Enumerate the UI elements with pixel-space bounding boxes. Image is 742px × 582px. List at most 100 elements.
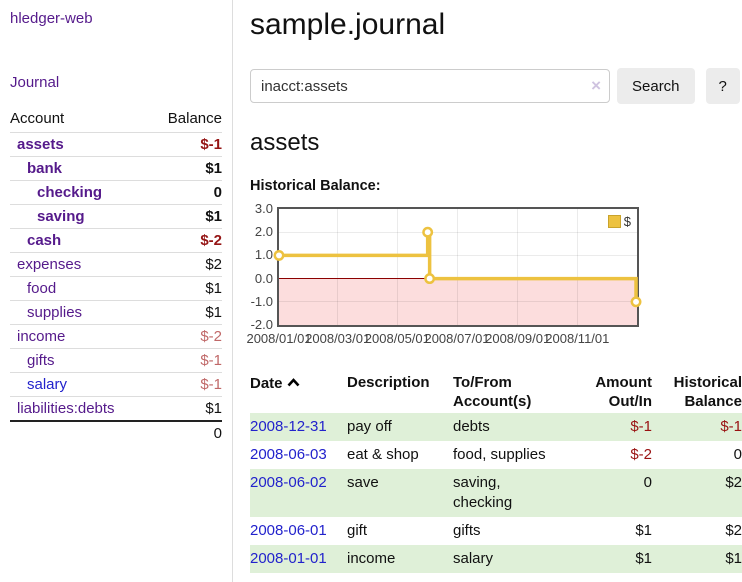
transaction-balance: $2 bbox=[725, 522, 742, 539]
account-heading: assets bbox=[250, 129, 320, 156]
account-row: liabilities:debts $1 bbox=[10, 396, 222, 421]
account-row: cash $-2 bbox=[10, 228, 222, 253]
chart-plot-area: $ bbox=[273, 207, 642, 327]
sidebar: hledger-web Journal Account Balance asse… bbox=[0, 0, 233, 582]
account-row: expenses $2 bbox=[10, 252, 222, 277]
sidebar-account-link[interactable]: assets bbox=[17, 136, 64, 153]
sidebar-account-link[interactable]: income bbox=[17, 328, 66, 345]
register-header-amount: Amount Out/In bbox=[595, 374, 652, 410]
accounts-header-balance: Balance bbox=[167, 110, 222, 127]
register-header-balance: Historical Balance bbox=[673, 374, 742, 410]
gridline bbox=[576, 209, 578, 325]
transaction-description: gift bbox=[347, 522, 368, 539]
chart-legend: $ bbox=[607, 214, 631, 229]
y-axis-tick-label: 1.0 bbox=[254, 247, 273, 263]
accounts-total-row: 0 bbox=[10, 420, 222, 445]
transaction-date-link[interactable]: 2008-12-31 bbox=[250, 418, 327, 435]
sidebar-account-link[interactable]: liabilities:debts bbox=[17, 400, 115, 417]
transaction-accounts: debts bbox=[453, 418, 490, 435]
sidebar-account-link[interactable]: bank bbox=[27, 160, 63, 177]
sidebar-account-link[interactable]: cash bbox=[27, 232, 62, 249]
transaction-balance: $2 bbox=[725, 474, 742, 491]
x-axis-tick-label: 2008/01/01 bbox=[246, 331, 312, 346]
account-balance: $2 bbox=[205, 256, 222, 273]
transaction-balance: 0 bbox=[733, 446, 742, 463]
x-axis-tick-label: 2008/03/01 bbox=[305, 331, 371, 346]
transaction-date-link[interactable]: 2008-06-03 bbox=[250, 446, 327, 463]
search-input[interactable] bbox=[250, 69, 610, 103]
account-row: salary $-1 bbox=[10, 372, 222, 397]
transaction-amount: $1 bbox=[635, 522, 652, 539]
clear-search-icon[interactable]: × bbox=[591, 76, 601, 95]
account-balance: $-1 bbox=[200, 352, 222, 369]
x-axis-tick-label: 2008/07/01 bbox=[424, 331, 490, 346]
account-balance: $1 bbox=[205, 304, 222, 321]
account-row: food $1 bbox=[10, 276, 222, 301]
transaction-date-link[interactable]: 2008-01-01 bbox=[250, 550, 327, 567]
table-row: 2008-12-31 pay off debts $-1 $-1 bbox=[250, 413, 742, 441]
accounts-header-account: Account bbox=[10, 110, 65, 127]
chart-heading: Historical Balance: bbox=[250, 178, 381, 194]
transaction-accounts: food, supplies bbox=[453, 446, 546, 463]
table-row: 2008-01-01 income salary $1 $1 bbox=[250, 545, 742, 573]
account-balance: $1 bbox=[205, 400, 222, 417]
transaction-amount: $-2 bbox=[630, 446, 652, 463]
account-row: income $-2 bbox=[10, 324, 222, 349]
account-balance: $-1 bbox=[200, 136, 222, 153]
account-balance: $-1 bbox=[200, 376, 222, 393]
data-point-marker bbox=[424, 273, 436, 285]
gridline bbox=[279, 254, 637, 256]
account-row: bank $1 bbox=[10, 156, 222, 181]
legend-swatch-icon bbox=[607, 215, 621, 228]
register-header-date[interactable]: Date bbox=[250, 371, 347, 413]
account-balance: 0 bbox=[213, 184, 222, 201]
sidebar-account-link[interactable]: expenses bbox=[17, 256, 82, 273]
x-axis-tick-label: 2008/11/01 bbox=[545, 331, 610, 346]
search-form: × Search ? bbox=[250, 68, 742, 104]
transaction-amount: 0 bbox=[643, 474, 652, 491]
sidebar-item-journal[interactable]: Journal bbox=[10, 74, 60, 91]
legend-label: $ bbox=[623, 214, 631, 229]
account-balance: $-2 bbox=[200, 328, 222, 345]
transaction-date-link[interactable]: 2008-06-02 bbox=[250, 474, 327, 491]
gridline bbox=[396, 209, 398, 325]
account-balance: $1 bbox=[205, 160, 222, 177]
x-axis-tick-label: 2008/09/01 bbox=[485, 331, 551, 346]
account-row: checking 0 bbox=[10, 180, 222, 205]
accounts-table: Account Balance assets $-1 bank $1 checking 0… bbox=[10, 106, 222, 445]
transaction-amount: $-1 bbox=[630, 418, 652, 435]
y-axis-tick-label: 3.0 bbox=[254, 201, 273, 216]
account-row: supplies $1 bbox=[10, 300, 222, 325]
search-button[interactable]: Search bbox=[617, 68, 695, 104]
app-brand-link[interactable]: hledger-web bbox=[10, 10, 93, 27]
account-balance: $1 bbox=[205, 280, 222, 297]
negative-region bbox=[279, 278, 637, 325]
gridline bbox=[337, 209, 339, 325]
transaction-balance: $1 bbox=[725, 550, 742, 567]
data-point-marker bbox=[422, 226, 434, 238]
y-axis-tick-label: -2.0 bbox=[250, 317, 273, 332]
account-balance: $-2 bbox=[200, 232, 222, 249]
sidebar-account-link[interactable]: supplies bbox=[27, 304, 83, 321]
register-table: Date Description To/From Account(s) Amou… bbox=[250, 371, 742, 573]
sidebar-account-link[interactable]: food bbox=[27, 280, 57, 297]
sidebar-account-link[interactable]: saving bbox=[37, 208, 85, 225]
sidebar-account-link[interactable]: checking bbox=[37, 184, 103, 201]
account-row: saving $1 bbox=[10, 204, 222, 229]
x-axis-tick-label: 2008/05/01 bbox=[364, 331, 430, 346]
transaction-description: income bbox=[347, 550, 396, 567]
data-point-marker bbox=[273, 249, 285, 261]
transaction-date-link[interactable]: 2008-06-01 bbox=[250, 522, 327, 539]
data-point-marker bbox=[630, 296, 642, 308]
sort-ascending-icon bbox=[287, 373, 300, 392]
y-axis-tick-label: -1.0 bbox=[250, 293, 273, 309]
sidebar-account-link[interactable]: salary bbox=[27, 376, 68, 393]
y-axis-tick-label: 2.0 bbox=[254, 224, 273, 240]
account-row: assets $-1 bbox=[10, 132, 222, 157]
account-row: gifts $-1 bbox=[10, 348, 222, 373]
main-content: sample.journal × Search ? assets Histori… bbox=[233, 0, 742, 573]
sidebar-account-link[interactable]: gifts bbox=[27, 352, 55, 369]
account-balance: $1 bbox=[205, 208, 222, 225]
transaction-accounts: salary bbox=[453, 550, 494, 567]
help-button[interactable]: ? bbox=[705, 68, 740, 104]
